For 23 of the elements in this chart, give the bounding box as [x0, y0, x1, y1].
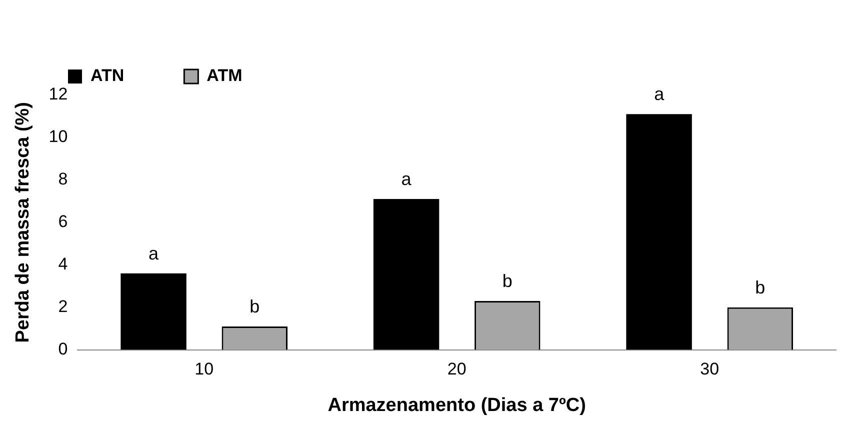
bar [373, 199, 440, 350]
annotation: a [654, 84, 666, 104]
bar [626, 114, 692, 350]
legend-label: ATM [206, 66, 242, 86]
x-axis-title: Armazenamento (Dias a 7ºC) [328, 394, 586, 416]
y-tick-label: 12 [48, 84, 68, 104]
bar [120, 273, 186, 350]
x-tick-label: 30 [700, 360, 720, 379]
y-tick-label: 2 [58, 297, 68, 316]
y-axis-title: Perda de massa fresca (%) [12, 102, 34, 343]
y-tick-label: 10 [48, 127, 68, 146]
x-tick-label: 10 [194, 360, 214, 379]
annotation: b [502, 270, 512, 291]
annotation: a [401, 169, 412, 190]
legend-label: ATN [90, 66, 124, 86]
y-tick-label: 0 [58, 339, 68, 358]
x-tick-label: 20 [447, 360, 466, 379]
annotation: b [250, 296, 260, 316]
y-tick-label: 6 [58, 212, 68, 232]
y-tick-label: 8 [58, 170, 68, 189]
y-tick-label: 4 [58, 254, 68, 274]
annotation: b [755, 277, 766, 298]
annotation: a [148, 243, 160, 264]
